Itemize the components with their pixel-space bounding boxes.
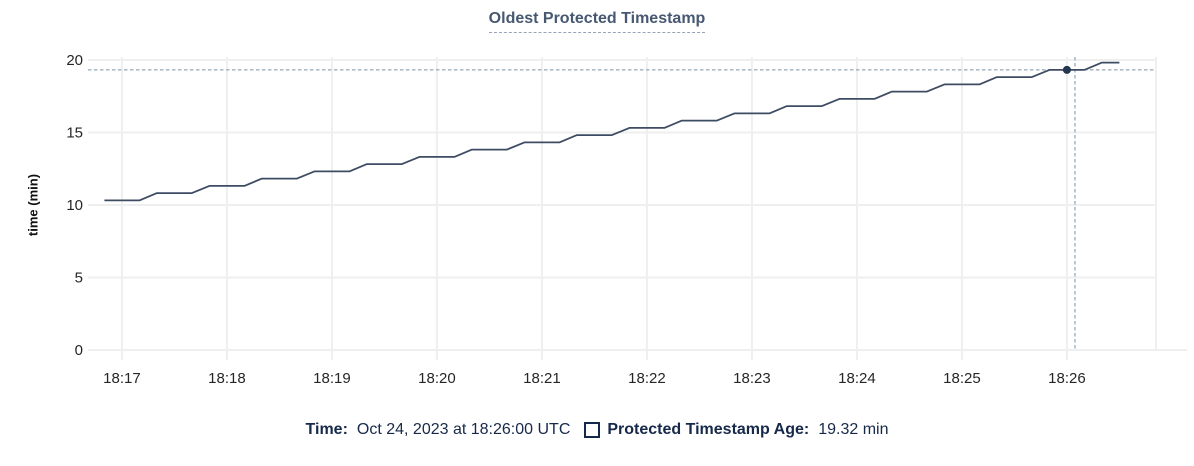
y-tick-label: 15: [66, 125, 83, 142]
x-tick-label: 18:24: [838, 370, 876, 387]
y-tick-label: 5: [75, 270, 83, 287]
legend-time-label: Time:: [305, 421, 348, 438]
y-tick-label: 20: [66, 52, 83, 69]
x-tick-label: 18:26: [1048, 370, 1086, 387]
x-tick-label: 18:23: [733, 370, 771, 387]
hover-marker-dot: [1062, 65, 1071, 74]
x-tick-label: 18:20: [418, 370, 456, 387]
chart-legend: Time: Oct 24, 2023 at 18:26:00 UTC Prote…: [0, 421, 1194, 439]
x-tick-label: 18:19: [313, 370, 351, 387]
legend-time-value: Oct 24, 2023 at 18:26:00 UTC: [356, 421, 571, 438]
x-tick-label: 18:22: [628, 370, 666, 387]
series-line-protected-timestamp-age: [104, 61, 1120, 202]
x-tick-label: 18:25: [943, 370, 981, 387]
chart-title[interactable]: Oldest Protected Timestamp: [488, 10, 706, 33]
legend-series-value: 19.32 min: [818, 421, 889, 438]
y-tick-label: 0: [75, 342, 83, 359]
chart-title-row: Oldest Protected Timestamp: [0, 10, 1194, 33]
x-tick-label: 18:17: [103, 370, 141, 387]
x-tick-label: 18:18: [208, 370, 246, 387]
legend-time-group: Time: Oct 24, 2023 at 18:26:00 UTC: [306, 421, 571, 439]
y-tick-label: 10: [66, 197, 83, 214]
legend-series-label: Protected Timestamp Age:: [607, 421, 810, 438]
series-swatch-icon: [584, 422, 601, 438]
legend-series-item[interactable]: Protected Timestamp Age: 19.32 min: [584, 421, 888, 439]
x-tick-label: 18:21: [523, 370, 561, 387]
